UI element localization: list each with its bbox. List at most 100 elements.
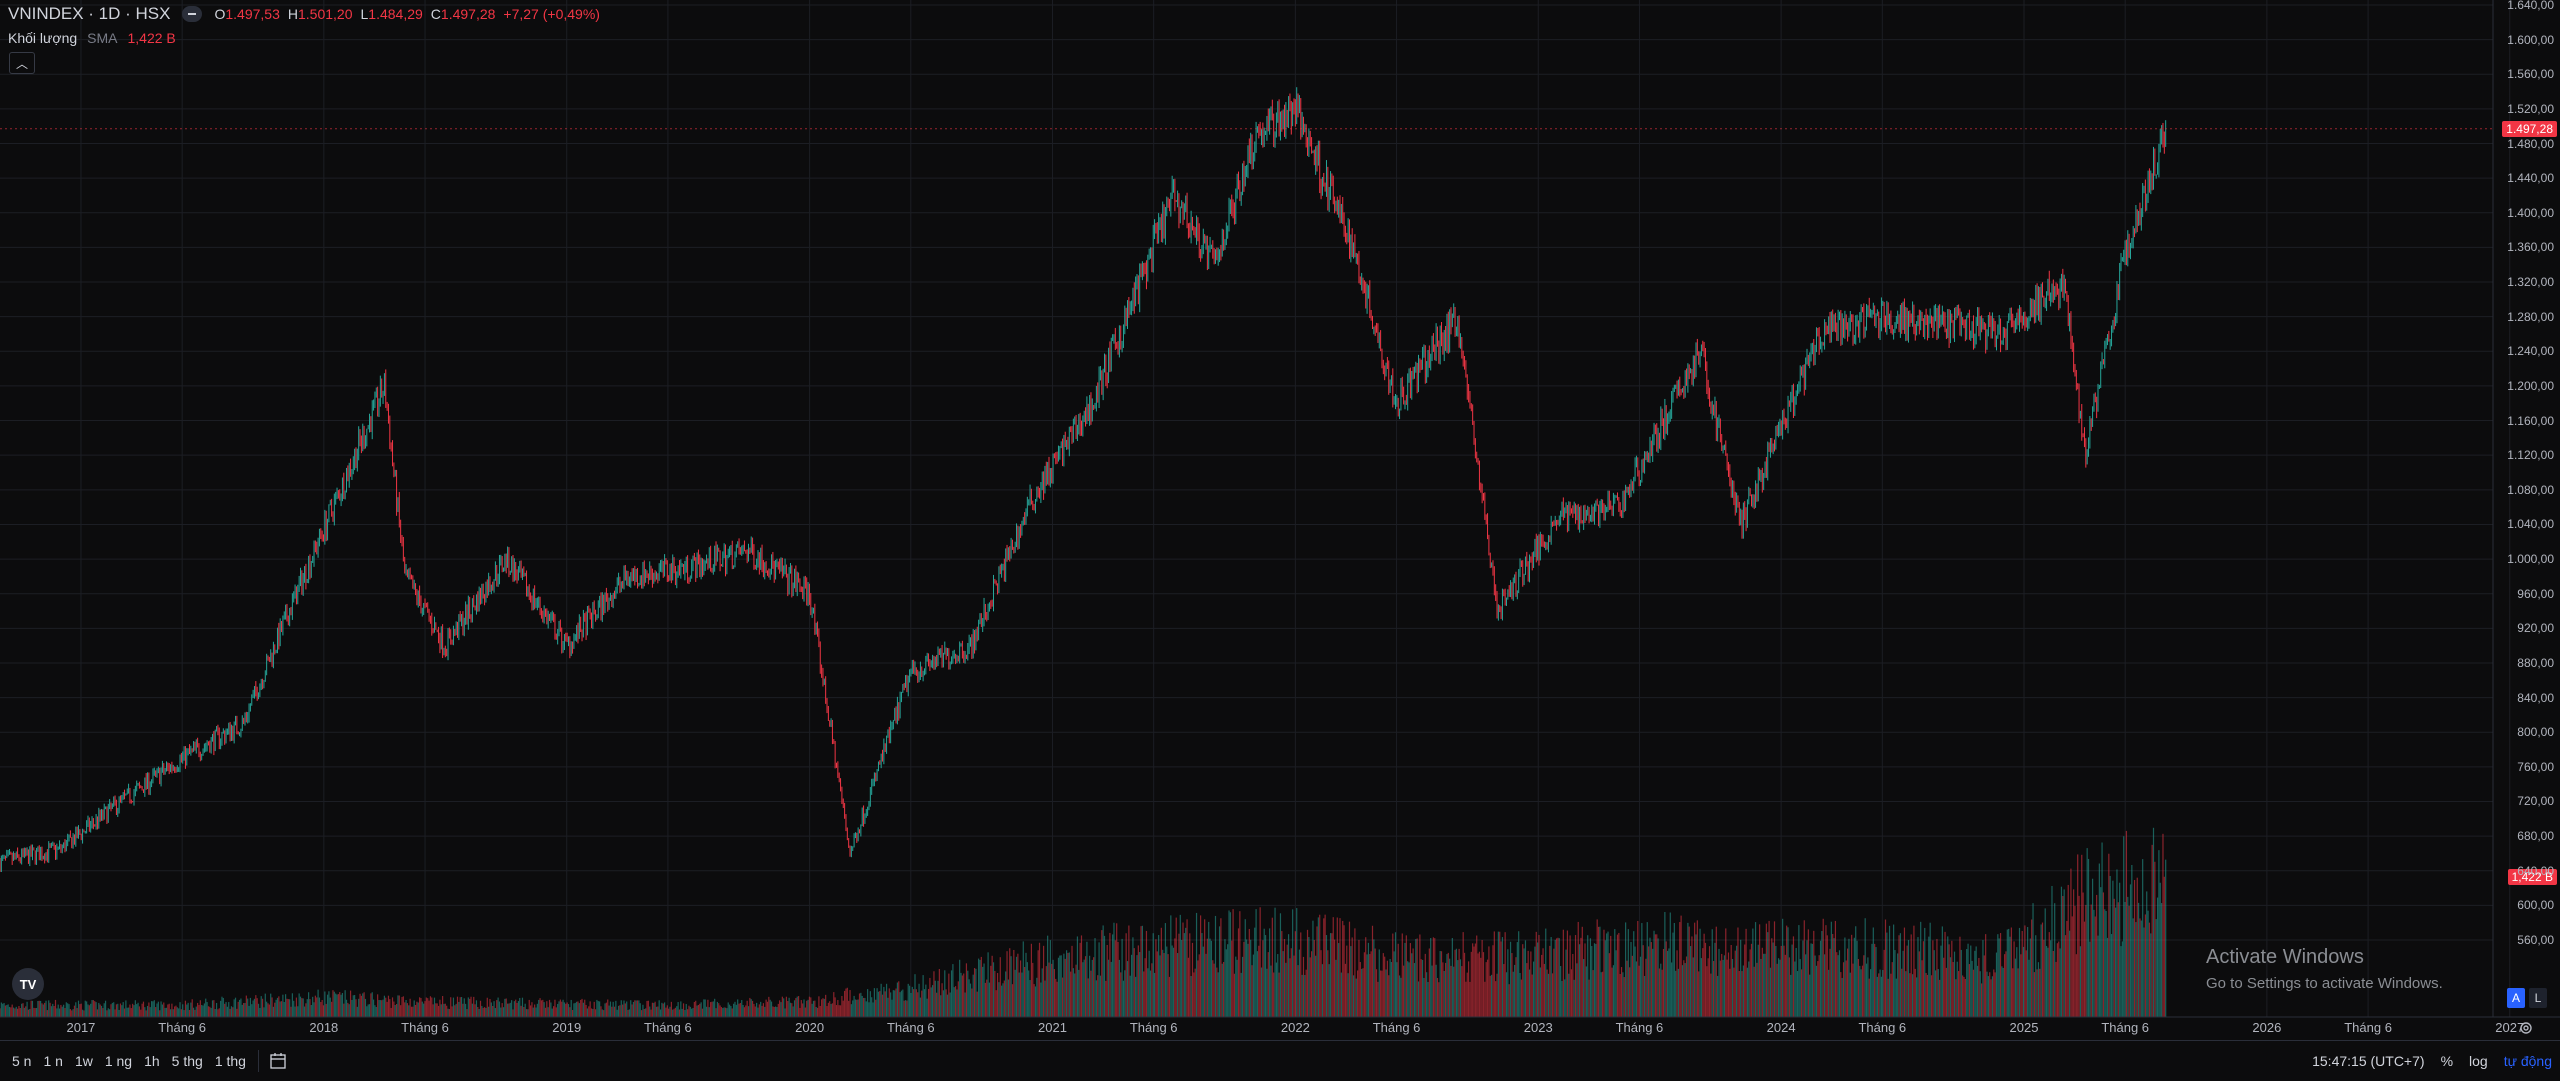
- volume-bar: [944, 970, 946, 1017]
- volume-bar: [359, 993, 361, 1017]
- volume-bar: [647, 1000, 649, 1017]
- volume-bar: [1994, 972, 1996, 1017]
- volume-bar: [1003, 980, 1005, 1017]
- volume-bar: [894, 990, 896, 1017]
- volume-bar: [1453, 966, 1455, 1017]
- symbol-title[interactable]: VNINDEX · 1D · HSX: [8, 4, 171, 23]
- volume-bar: [1239, 911, 1241, 1017]
- volume-bar: [523, 1006, 525, 1017]
- volume-bar: [536, 1003, 538, 1017]
- volume-bar: [2010, 927, 2012, 1017]
- volume-bar: [4, 1005, 7, 1017]
- log-scale-toggle[interactable]: log: [2469, 1053, 2488, 1069]
- volume-bar: [856, 999, 858, 1017]
- volume-bar: [33, 1007, 35, 1017]
- volume-bar: [1790, 974, 1792, 1017]
- volume-bar: [1516, 942, 1518, 1017]
- range-button[interactable]: 1 n: [43, 1053, 63, 1069]
- price-tick-label: 1.600,00: [2507, 32, 2554, 47]
- volume-bar: [946, 994, 949, 1017]
- volume-bar: [1130, 954, 1133, 1017]
- clock-time[interactable]: 15:47:15 (UTC+7): [2312, 1053, 2425, 1069]
- volume-bar: [994, 970, 996, 1017]
- volume-bar: [1730, 944, 1732, 1017]
- volume-bar: [67, 1003, 69, 1017]
- volume-bar: [322, 1005, 325, 1017]
- volume-bar: [538, 999, 540, 1017]
- range-button[interactable]: 1 ng: [104, 1053, 133, 1069]
- volume-bar: [1033, 984, 1035, 1017]
- time-tick-label: Tháng 6: [2101, 1020, 2150, 1035]
- volume-bar: [1377, 981, 1379, 1017]
- volume-bar: [299, 996, 302, 1017]
- volume-bar: [1634, 946, 1636, 1017]
- volume-bar: [642, 1004, 644, 1017]
- volume-bar: [343, 1003, 345, 1017]
- volume-bar: [2032, 903, 2034, 1017]
- range-button[interactable]: 5 thg: [171, 1053, 203, 1069]
- volume-bar: [1691, 936, 1693, 1017]
- volume-bar: [653, 1002, 655, 1017]
- auto-scale-button[interactable]: A: [2507, 988, 2525, 1008]
- volume-bar: [1312, 920, 1314, 1017]
- volume-bar: [2127, 896, 2129, 1017]
- volume-bar: [1101, 930, 1103, 1017]
- volume-bar: [115, 1004, 118, 1017]
- volume-bar: [377, 994, 379, 1017]
- volume-bar: [1606, 933, 1608, 1017]
- price-axis[interactable]: 1.497,28 1,422 B 1.640,00 1.600,00 1.560,0…: [2493, 0, 2560, 1017]
- volume-bar: [1542, 948, 1544, 1017]
- volume-bar: [1040, 982, 1042, 1017]
- volume-bar: [1955, 979, 1957, 1017]
- volume-bar: [1940, 945, 1942, 1017]
- range-button[interactable]: 1 thg: [214, 1053, 246, 1069]
- volume-bar: [2106, 937, 2109, 1017]
- auto-scale-toggle[interactable]: tự động: [2503, 1053, 2552, 1069]
- volume-bar: [677, 1002, 679, 1017]
- tradingview-logo[interactable]: TV: [12, 968, 44, 1000]
- volume-bar: [1666, 950, 1669, 1017]
- percent-scale-toggle[interactable]: %: [2440, 1053, 2454, 1069]
- calendar-range-icon[interactable]: [269, 1052, 289, 1070]
- range-button[interactable]: 5 n: [12, 1053, 32, 1069]
- volume-bar: [148, 1002, 150, 1017]
- volume-bar: [490, 1002, 492, 1017]
- volume-bar: [718, 1003, 720, 1017]
- volume-bar: [982, 966, 984, 1017]
- volume-bar: [257, 1003, 260, 1017]
- time-tick-label: Tháng 6: [1858, 1020, 1907, 1035]
- time-axis[interactable]: 2017 Tháng 6 2018 Tháng 6 2019 Tháng 6 2020 Thá…: [0, 1017, 2524, 1039]
- volume-bar: [833, 992, 835, 1017]
- volume-bar: [275, 999, 277, 1017]
- volume-bar: [1389, 959, 1391, 1017]
- volume-bar: [367, 1004, 369, 1017]
- range-button[interactable]: 1h: [144, 1053, 160, 1069]
- volume-bar: [539, 998, 541, 1017]
- volume-bar: [314, 995, 316, 1017]
- range-button[interactable]: 1w: [74, 1053, 93, 1069]
- gear-icon[interactable]: [2519, 1021, 2533, 1035]
- volume-bar: [1476, 935, 1478, 1017]
- volume-bar: [1925, 972, 1927, 1017]
- lock-scale-button[interactable]: L: [2529, 988, 2547, 1008]
- volume-bar: [604, 1003, 606, 1017]
- volume-bar: [111, 1002, 113, 1017]
- volume-label[interactable]: Khối lượng: [8, 30, 78, 46]
- volume-bar: [659, 1009, 662, 1017]
- volume-bar: [1607, 931, 1609, 1017]
- volume-bar: [2063, 889, 2065, 1017]
- volume-bar: [1057, 957, 1060, 1017]
- volume-bar: [1555, 938, 1558, 1017]
- volume-bar: [1160, 927, 1162, 1017]
- volume-bar: [1983, 955, 1985, 1017]
- volume-bar: [1179, 914, 1181, 1017]
- volume-bar: [1600, 972, 1602, 1017]
- volume-bar: [1729, 968, 1731, 1017]
- volume-bar: [456, 996, 459, 1017]
- volume-bar: [123, 1008, 126, 1017]
- volume-bar: [926, 998, 928, 1017]
- volume-bar: [1135, 976, 1137, 1017]
- hide-legend-button[interactable]: [182, 6, 203, 22]
- collapse-legend-button[interactable]: ︿: [9, 52, 35, 74]
